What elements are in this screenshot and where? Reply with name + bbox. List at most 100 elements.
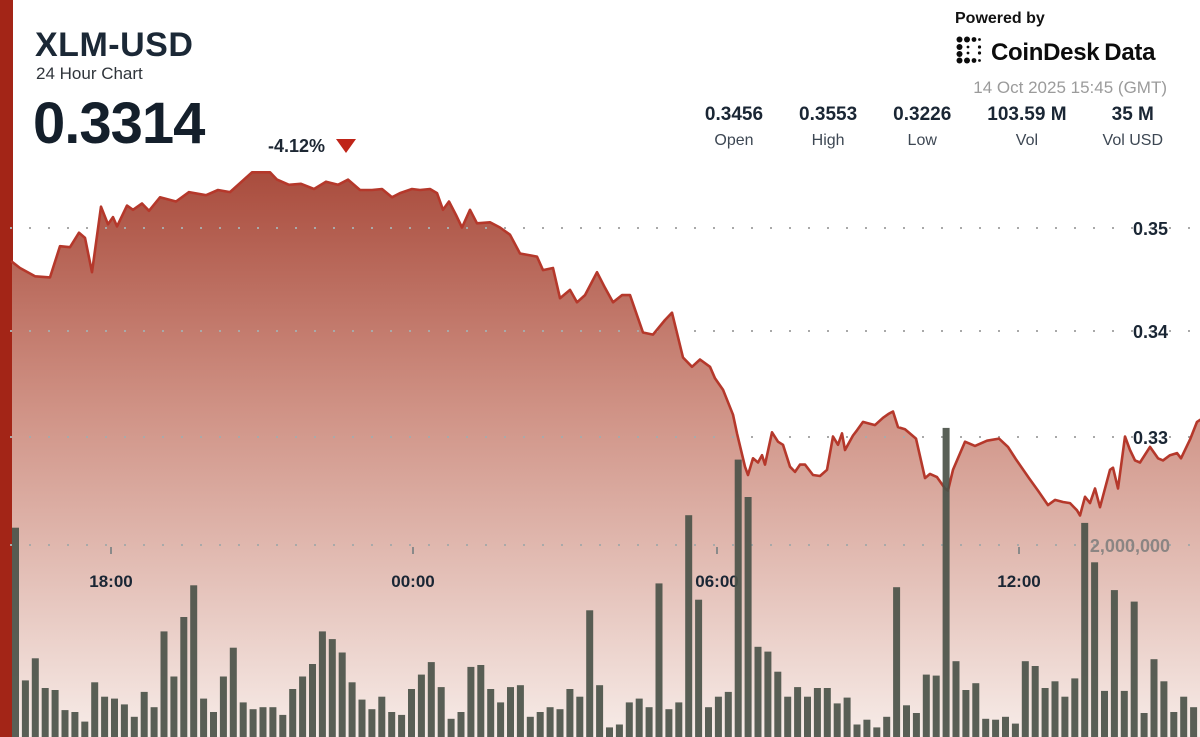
- volume-bar: [586, 610, 594, 737]
- volume-bar: [1002, 716, 1009, 737]
- volume-bar: [417, 674, 425, 737]
- volume-bar: [111, 698, 118, 737]
- volume-bar: [1021, 661, 1029, 737]
- x-axis-tick: [110, 547, 112, 554]
- volume-bar: [784, 696, 792, 737]
- volume-bar: [794, 687, 802, 737]
- volume-bar: [853, 724, 861, 737]
- volume-bar: [190, 585, 198, 737]
- volume-bar: [1130, 601, 1138, 737]
- volume-bar: [81, 721, 89, 737]
- volume-bar: [12, 527, 19, 737]
- volume-bar: [477, 665, 485, 737]
- volume-bar: [1110, 590, 1118, 737]
- volume-bar: [516, 685, 524, 737]
- volume-bar: [823, 688, 831, 737]
- volume-bar: [368, 709, 376, 737]
- stat-vol-label: Vol: [1015, 132, 1039, 149]
- volume-bar: [576, 696, 584, 737]
- volume-bar: [249, 709, 257, 737]
- volume-bar: [398, 714, 406, 737]
- volume-bar: [437, 687, 445, 737]
- volume-bar: [41, 688, 49, 737]
- volume-bar: [497, 702, 505, 737]
- stat-open: 0.3456 Open: [705, 104, 763, 150]
- volume-bar: [546, 707, 554, 737]
- stat-low-label: Low: [907, 132, 937, 149]
- volume-bar: [744, 497, 752, 737]
- volume-bar: [932, 675, 940, 737]
- stat-high-label: High: [811, 132, 845, 149]
- coindesk-logo[interactable]: CoinDesk Data: [955, 35, 1167, 70]
- volume-bar: [685, 515, 693, 737]
- volume-bar: [348, 682, 356, 737]
- volume-bar: [536, 712, 544, 737]
- volume-bar: [893, 587, 901, 737]
- volume-bar: [269, 707, 277, 737]
- volume-bar: [338, 652, 346, 737]
- volume-bar: [992, 719, 1000, 737]
- volume-bar: [328, 639, 336, 737]
- volume-bar: [219, 676, 227, 737]
- volume-bar: [1150, 659, 1158, 737]
- stat-open-value: 0.3456: [704, 104, 764, 125]
- stat-vol-usd-label: Vol USD: [1102, 132, 1163, 149]
- volume-bar: [507, 687, 514, 737]
- volume-bar: [180, 617, 188, 737]
- volume-bar: [101, 696, 109, 737]
- accent-left-bar: [0, 0, 13, 737]
- volume-bar: [279, 714, 287, 737]
- x-axis-label: 06:00: [695, 572, 738, 591]
- volume-bar: [556, 709, 564, 737]
- stat-vol-value: 103.59 M: [987, 104, 1067, 125]
- volume-bar: [487, 689, 495, 737]
- volume-bar: [903, 705, 910, 737]
- volume-bar: [982, 718, 990, 737]
- volume-bar: [863, 719, 871, 737]
- price-axis-label: 0.34: [1133, 322, 1168, 342]
- down-triangle-icon: [336, 139, 356, 153]
- price-area-fill: [12, 172, 1200, 737]
- price-change-percent: -4.12%: [268, 136, 326, 156]
- volume-bar: [91, 682, 99, 737]
- volume-axis-label: 2,000,000: [1090, 536, 1170, 556]
- volume-bar: [724, 691, 732, 737]
- stat-high-value: 0.3553: [799, 104, 858, 125]
- volume-bar: [120, 704, 128, 737]
- volume-bar: [912, 713, 920, 737]
- volume-bar: [61, 710, 69, 737]
- volume-bar: [972, 683, 980, 737]
- volume-bar: [378, 696, 386, 737]
- volume-bar: [289, 689, 297, 737]
- symbol-title: XLM-USD: [35, 26, 194, 64]
- volume-bar: [150, 707, 158, 737]
- volume-bar: [675, 702, 683, 737]
- volume-bar: [962, 690, 970, 737]
- volume-bar: [309, 664, 316, 737]
- volume-bar: [1091, 562, 1099, 737]
- volume-bar: [1180, 696, 1188, 737]
- volume-bar: [259, 707, 267, 737]
- volume-bar: [160, 631, 168, 737]
- price-axis-label: 0.33: [1133, 428, 1168, 448]
- volume-bar: [1041, 688, 1049, 737]
- x-axis-tick: [412, 547, 414, 554]
- volume-bar: [467, 666, 475, 737]
- volume-bar: [1101, 690, 1108, 737]
- volume-bar: [388, 712, 396, 737]
- volume-bar: [625, 702, 633, 737]
- stat-vol: 103.59 M Vol: [987, 104, 1066, 150]
- coindesk-dots-icon: [955, 35, 985, 70]
- volume-bar: [665, 709, 673, 737]
- stat-high: 0.3553 High: [799, 104, 857, 150]
- stat-low-value: 0.3226: [893, 104, 952, 125]
- volume-bar: [229, 647, 237, 737]
- volume-bar: [358, 699, 366, 737]
- stat-open-label: Open: [714, 132, 754, 149]
- x-axis-tick: [1018, 547, 1020, 554]
- volume-bar: [31, 658, 39, 737]
- volume-bar: [21, 680, 29, 737]
- ohlc-stats-row: 0.3456 Open 0.3553 High 0.3226 Low 103.5…: [705, 104, 1163, 150]
- volume-bar: [1011, 723, 1019, 737]
